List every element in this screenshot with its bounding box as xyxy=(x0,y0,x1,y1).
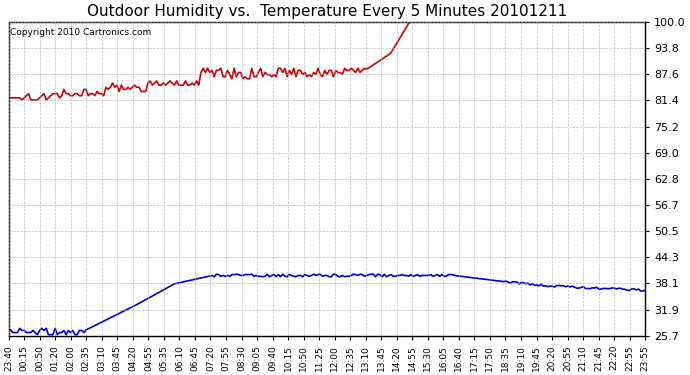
Text: Copyright 2010 Cartronics.com: Copyright 2010 Cartronics.com xyxy=(10,28,151,37)
Title: Outdoor Humidity vs.  Temperature Every 5 Minutes 20101211: Outdoor Humidity vs. Temperature Every 5… xyxy=(87,4,567,19)
